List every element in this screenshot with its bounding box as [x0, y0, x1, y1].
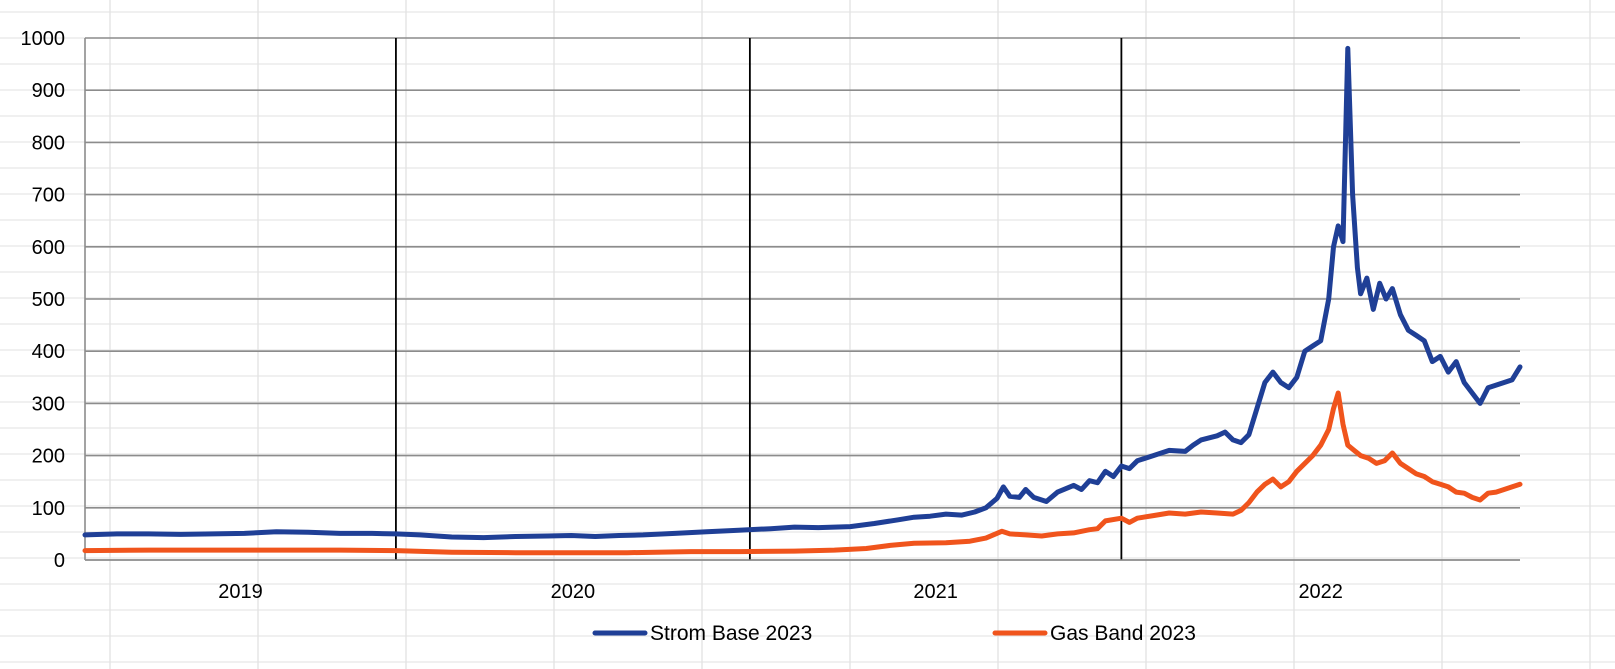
series-line-strom-base-2023	[82, 45, 1523, 541]
legend: Strom Base 2023 Gas Band 2023	[592, 622, 1196, 645]
y-tick-label-700: 700	[32, 185, 65, 207]
y-tick-label-300: 300	[32, 393, 65, 415]
x-tick-label-2019: 2019	[218, 581, 263, 603]
legend-label-gas-band-2023: Gas Band 2023	[1050, 622, 1196, 645]
y-tick-label-100: 100	[32, 498, 65, 520]
y-tick-label-900: 900	[32, 80, 65, 102]
x-tick-label-2022: 2022	[1298, 581, 1343, 603]
y-tick-label-600: 600	[32, 237, 65, 259]
x-axis-tick-labels: 2019 2020 2021 2022	[218, 581, 1343, 603]
series-line-gas-band-2023	[82, 390, 1523, 556]
series-lines	[82, 45, 1523, 556]
x-tick-label-2021: 2021	[913, 581, 958, 603]
y-tick-label-800: 800	[32, 132, 65, 154]
axes	[84, 38, 1520, 561]
year-separator-lines	[395, 38, 1123, 560]
y-axis-tick-labels: 0 100 200 300 400 500 600 700 800 900 1000	[21, 28, 66, 572]
y-tick-label-1000: 1000	[21, 28, 66, 50]
y-tick-label-500: 500	[32, 289, 65, 311]
y-tick-label-400: 400	[32, 341, 65, 363]
y-tick-label-200: 200	[32, 446, 65, 468]
legend-label-strom-base-2023: Strom Base 2023	[650, 622, 812, 645]
y-tick-label-0: 0	[54, 550, 65, 572]
x-tick-label-2020: 2020	[551, 581, 596, 603]
